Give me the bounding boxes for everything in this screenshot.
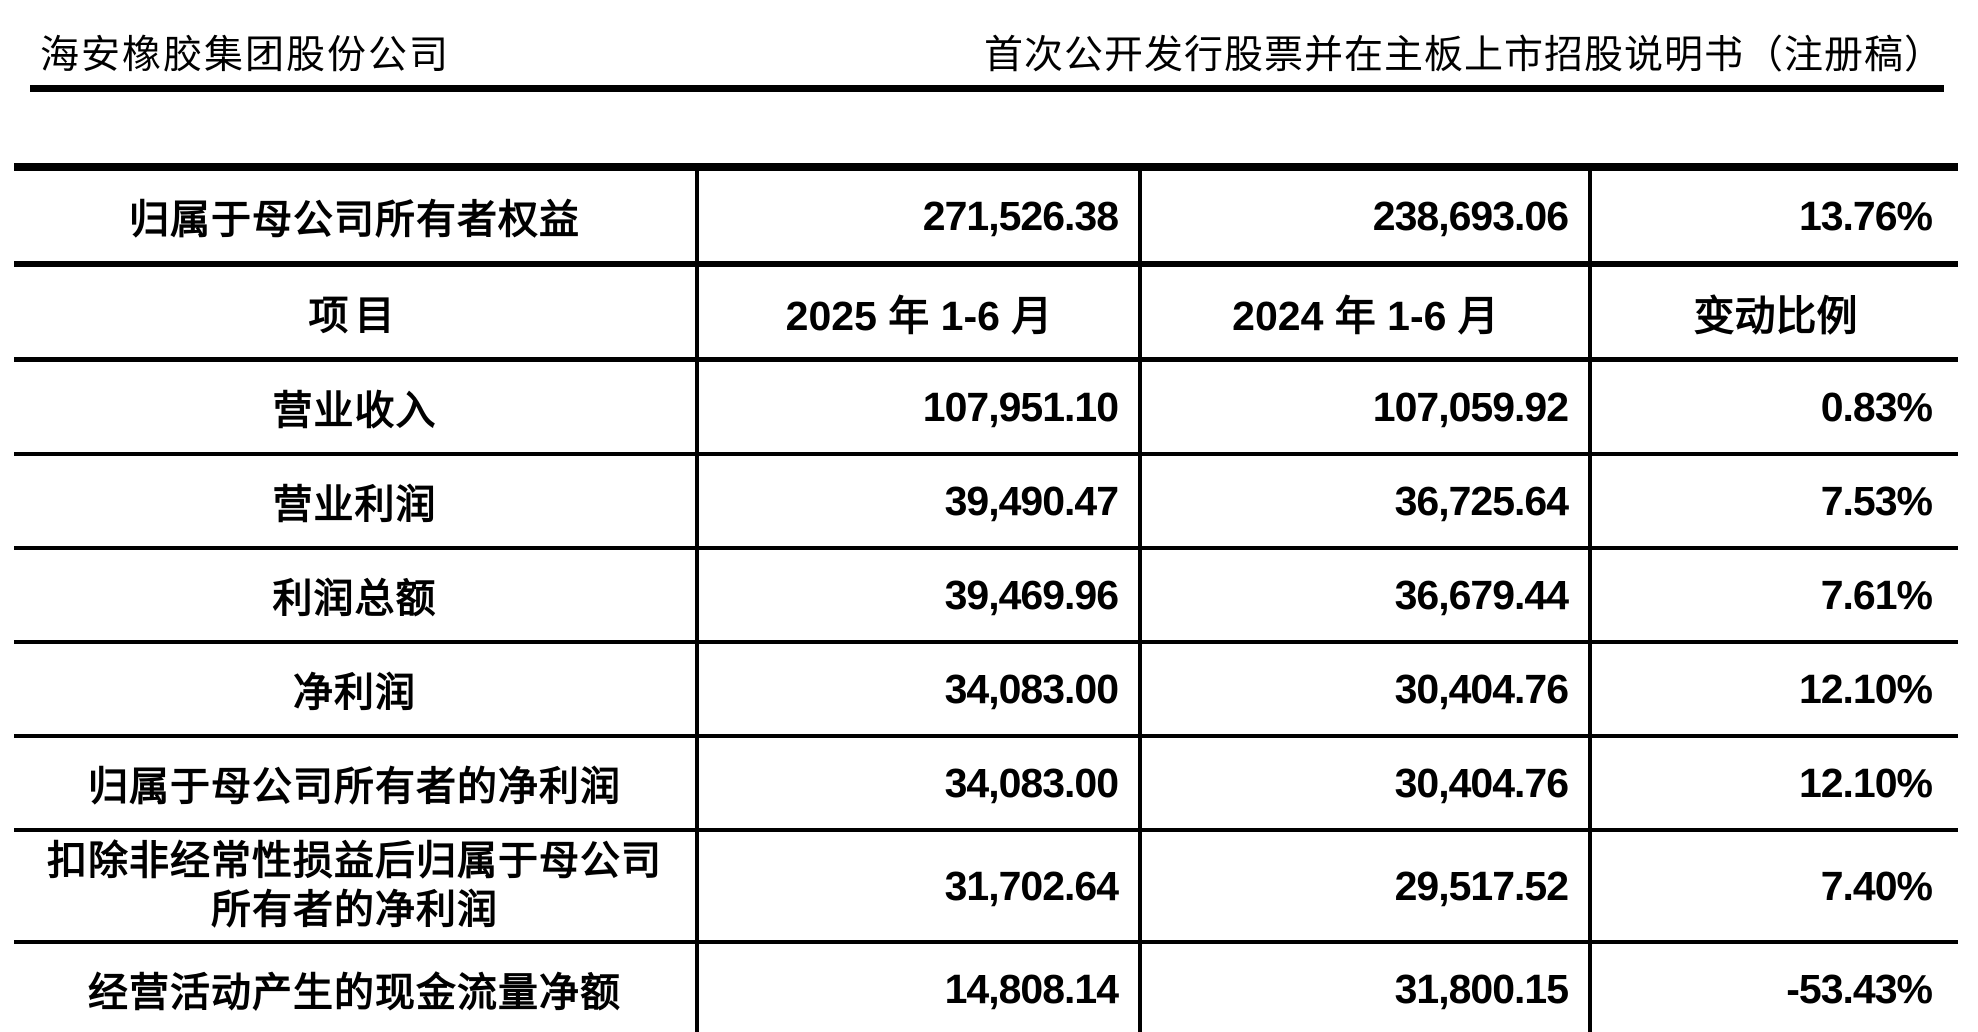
current-period-cell: 34,083.00 (695, 736, 1140, 832)
item-cell: 经营活动产生的现金流量净额 (14, 942, 697, 1032)
prior-period-cell: 30,404.76 (1138, 642, 1590, 738)
current-period-cell: 107,951.10 (695, 359, 1140, 456)
current-period-cell: 31,702.64 (695, 830, 1140, 944)
table-row-total-profit: 利润总额 39,469.96 36,679.44 7.61% (14, 548, 1958, 644)
table-row-operating-profit: 营业利润 39,490.47 36,725.64 7.53% (14, 454, 1958, 550)
change-ratio-cell: 12.10% (1588, 642, 1958, 738)
current-period-cell: 14,808.14 (695, 942, 1140, 1032)
item-header-cell: 项目 (14, 264, 697, 362)
change-ratio-cell: 0.83% (1588, 359, 1958, 456)
table-row-equity: 归属于母公司所有者权益 271,526.38 238,693.06 13.76% (14, 167, 1958, 267)
current-period-header-cell: 2025 年 1-6 月 (695, 264, 1140, 362)
item-cell: 归属于母公司所有者权益 (14, 167, 697, 267)
table-header-row: 项目 2025 年 1-6 月 2024 年 1-6 月 变动比例 (14, 264, 1958, 362)
current-period-cell: 39,490.47 (695, 454, 1140, 550)
table-row-operating-cash-flow: 经营活动产生的现金流量净额 14,808.14 31,800.15 -53.43… (14, 942, 1958, 1032)
current-period-cell: 39,469.96 (695, 548, 1140, 644)
prior-period-cell: 36,679.44 (1138, 548, 1590, 644)
financial-summary-table: 归属于母公司所有者权益 271,526.38 238,693.06 13.76%… (14, 163, 1958, 1032)
change-ratio-cell: 7.61% (1588, 548, 1958, 644)
item-cell: 营业利润 (14, 454, 697, 550)
table-row-revenue: 营业收入 107,951.10 107,059.92 0.83% (14, 359, 1958, 456)
item-cell: 净利润 (14, 642, 697, 738)
prior-period-cell: 238,693.06 (1138, 167, 1590, 267)
table-row-net-profit: 净利润 34,083.00 30,404.76 12.10% (14, 642, 1958, 738)
document-title-header: 首次公开发行股票并在主板上市招股说明书（注册稿） (983, 34, 1944, 77)
change-ratio-cell: 7.53% (1588, 454, 1958, 550)
current-period-cell: 271,526.38 (695, 167, 1140, 267)
item-cell: 扣除非经常性损益后归属于母公司 所有者的净利润 (14, 830, 697, 944)
table-row-net-profit-parent: 归属于母公司所有者的净利润 34,083.00 30,404.76 12.10% (14, 736, 1958, 832)
table-row-net-profit-deducted: 扣除非经常性损益后归属于母公司 所有者的净利润 31,702.64 29,517… (14, 830, 1958, 944)
change-ratio-cell: 13.76% (1588, 167, 1958, 267)
item-cell: 归属于母公司所有者的净利润 (14, 736, 697, 832)
prior-period-cell: 29,517.52 (1138, 830, 1590, 944)
item-cell: 营业收入 (14, 359, 697, 456)
prior-period-cell: 30,404.76 (1138, 736, 1590, 832)
change-ratio-cell: 12.10% (1588, 736, 1958, 832)
item-text-line1: 扣除非经常性损益后归属于母公司 (47, 838, 662, 884)
prior-period-cell: 36,725.64 (1138, 454, 1590, 550)
change-ratio-header-cell: 变动比例 (1588, 264, 1958, 362)
prior-period-header-cell: 2024 年 1-6 月 (1138, 264, 1590, 362)
company-name-header: 海安橡胶集团股份公司 (40, 34, 451, 77)
change-ratio-cell: 7.40% (1588, 830, 1958, 944)
header-divider-rule (30, 85, 1944, 92)
prior-period-cell: 31,800.15 (1138, 942, 1590, 1032)
current-period-cell: 34,083.00 (695, 642, 1140, 738)
prior-period-cell: 107,059.92 (1138, 359, 1590, 456)
financial-summary-table-wrap: 归属于母公司所有者权益 271,526.38 238,693.06 13.76%… (14, 163, 1958, 1032)
item-cell: 利润总额 (14, 548, 697, 644)
change-ratio-cell: -53.43% (1588, 942, 1958, 1032)
item-text-line2: 所有者的净利润 (211, 887, 498, 932)
